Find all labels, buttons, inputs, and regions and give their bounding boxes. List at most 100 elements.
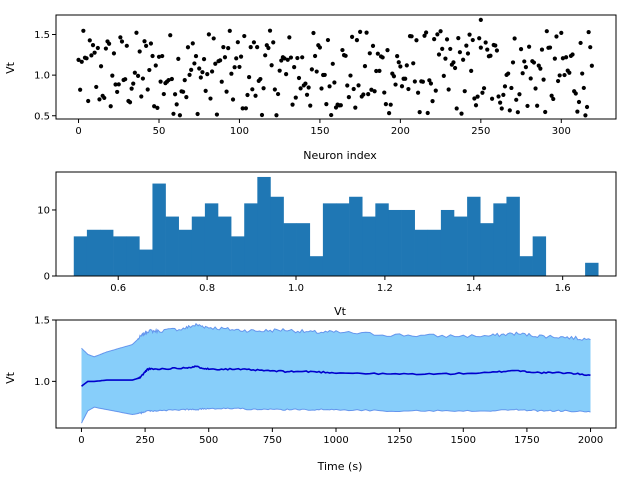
histogram-bar (257, 176, 271, 276)
scatter-point (275, 91, 281, 97)
scatter-point (232, 65, 237, 70)
scatter-point (520, 71, 525, 76)
scatter-point (367, 51, 372, 56)
histogram-panel: 0.6 0.8 1.0 1.2 1.4 1.6 0 10 Vt (37, 171, 617, 318)
scatter-point (448, 46, 453, 52)
scatter-point (464, 43, 469, 48)
scatter-point (412, 79, 417, 84)
scatter-point (338, 103, 343, 108)
scatter-point (478, 45, 483, 50)
scatter-point (261, 86, 266, 91)
scatter-point (134, 30, 139, 35)
scatter-point (388, 102, 393, 107)
scatter-point (353, 105, 358, 110)
scatter-point (475, 94, 480, 99)
scatter-x-label: Neuron index (303, 149, 377, 162)
scatter-point (589, 63, 594, 68)
scatter-point (303, 81, 308, 86)
histogram-bar (73, 236, 88, 276)
timeseries-y-tick-label: 1.0 (34, 377, 50, 388)
scatter-point (118, 35, 123, 40)
scatter-point (148, 41, 154, 46)
scatter-point (415, 90, 421, 95)
scatter-point (127, 100, 133, 105)
histogram-y-tick-label: 0 (44, 272, 50, 283)
scatter-point (430, 99, 435, 104)
scatter-point (499, 106, 504, 111)
scatter-point (218, 58, 223, 63)
scatter-point (135, 73, 141, 78)
scatter-point (552, 56, 557, 61)
scatter-point (81, 28, 86, 33)
scatter-point (446, 87, 451, 92)
scatter-point (356, 83, 361, 88)
scatter-point (425, 110, 430, 116)
scatter-point (115, 89, 120, 95)
scatter-axes-frame (55, 14, 617, 120)
scatter-point (193, 53, 199, 59)
timeseries-x-tick-label: 2000 (578, 435, 603, 446)
scatter-point (385, 48, 390, 53)
scatter-point (533, 86, 538, 91)
scatter-point (396, 60, 401, 65)
scatter-point (573, 91, 578, 96)
scatter-point (518, 47, 524, 52)
scatter-point (420, 79, 425, 84)
timeseries-x-label: Time (s) (317, 460, 363, 473)
scatter-point (527, 44, 532, 49)
scatter-x-tick-label: 50 (153, 126, 166, 137)
scatter-point (235, 40, 240, 45)
scatter-point (531, 60, 537, 65)
scatter-point (409, 34, 414, 39)
scatter-point (406, 86, 411, 92)
scatter-points (76, 17, 594, 118)
scatter-point (522, 59, 527, 64)
scatter-point (433, 88, 438, 93)
scatter-point (158, 79, 163, 84)
scatter-point (372, 89, 377, 94)
histogram-bar (126, 236, 140, 276)
scatter-point (411, 61, 416, 66)
scatter-point (296, 75, 302, 81)
scatter-point (329, 112, 334, 118)
scatter-point (422, 33, 427, 38)
scatter-point (576, 99, 582, 105)
scatter-point (184, 95, 189, 100)
scatter-point (251, 40, 257, 45)
scatter-point (189, 67, 194, 72)
scatter-point (107, 41, 112, 46)
histogram-x-label: Vt (334, 305, 347, 318)
scatter-point (308, 103, 313, 108)
scatter-point (79, 59, 84, 64)
scatter-point (230, 97, 236, 102)
scatter-point (538, 66, 543, 71)
histogram-x-tick-label: 1.4 (466, 283, 482, 294)
scatter-point (535, 103, 540, 108)
scatter-y-tick-label: 1.0 (34, 71, 50, 82)
scatter-point (432, 37, 437, 42)
scatter-point (451, 60, 456, 65)
scatter-point (144, 43, 149, 48)
scatter-point (242, 33, 247, 39)
scatter-y-tick-label: 1.5 (34, 30, 50, 41)
histogram-y-ticks: 0 10 (37, 205, 56, 283)
histogram-bar (493, 203, 507, 276)
scatter-point (417, 110, 422, 115)
timeseries-panel: 0 250 500 750 1000 1250 1500 1750 2000 1.0 1.5 Ti… (4, 316, 617, 473)
scatter-point (97, 97, 102, 102)
scatter-point (383, 102, 388, 107)
scatter-point (510, 60, 516, 65)
scatter-point (200, 70, 205, 75)
scatter-point (584, 104, 590, 110)
scatter-point (139, 94, 144, 99)
scatter-x-tick-label: 150 (310, 126, 329, 137)
histogram-bar (231, 236, 245, 276)
scatter-point (174, 102, 179, 107)
scatter-x-ticks: 0 50 100 150 200 250 300 (75, 119, 571, 137)
scatter-point (462, 89, 467, 94)
scatter-point (414, 38, 419, 43)
scatter-point (461, 57, 466, 62)
histogram-x-tick-label: 1.0 (288, 283, 304, 294)
scatter-point (203, 88, 208, 93)
scatter-point (187, 72, 192, 77)
